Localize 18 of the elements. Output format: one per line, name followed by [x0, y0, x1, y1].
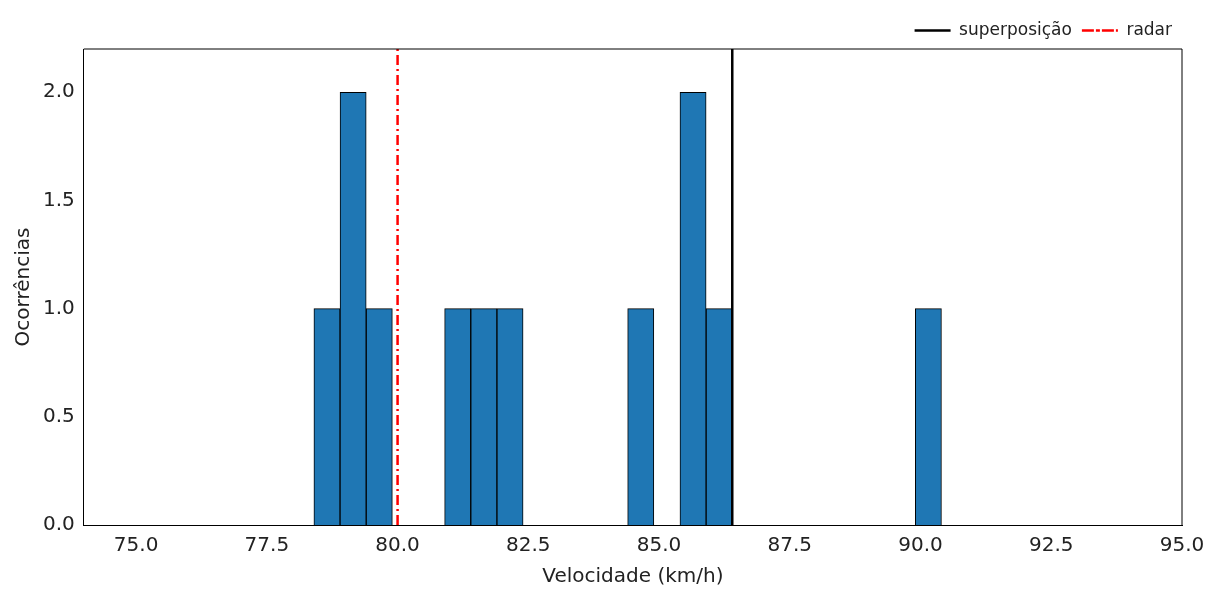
x-tick-label: 82.5: [506, 532, 551, 557]
legend-label: radar: [1126, 18, 1173, 39]
x-tick-label: 80.0: [375, 532, 420, 557]
y-tick-label: 2.0: [42, 78, 75, 103]
x-tick-label: 77.5: [244, 532, 290, 557]
x-axis-title: Velocidade (km/h): [542, 563, 724, 588]
x-tick-label: 85.0: [636, 532, 682, 557]
y-tick-label: 1.0: [42, 294, 75, 319]
x-tick-label: 75.0: [113, 532, 159, 557]
legend-label: superposição: [959, 18, 1072, 39]
x-tick-label: 92.5: [1029, 532, 1074, 557]
y-tick-label: 0.0: [42, 511, 75, 536]
y-axis-title: Ocorrências: [10, 227, 35, 347]
y-tick-label: 1.5: [42, 186, 75, 211]
x-tick-label: 87.5: [767, 532, 813, 557]
x-tick-label: 95.0: [1159, 532, 1205, 557]
y-tick-label: 0.5: [42, 403, 75, 428]
x-tick-label: 90.0: [898, 532, 943, 557]
